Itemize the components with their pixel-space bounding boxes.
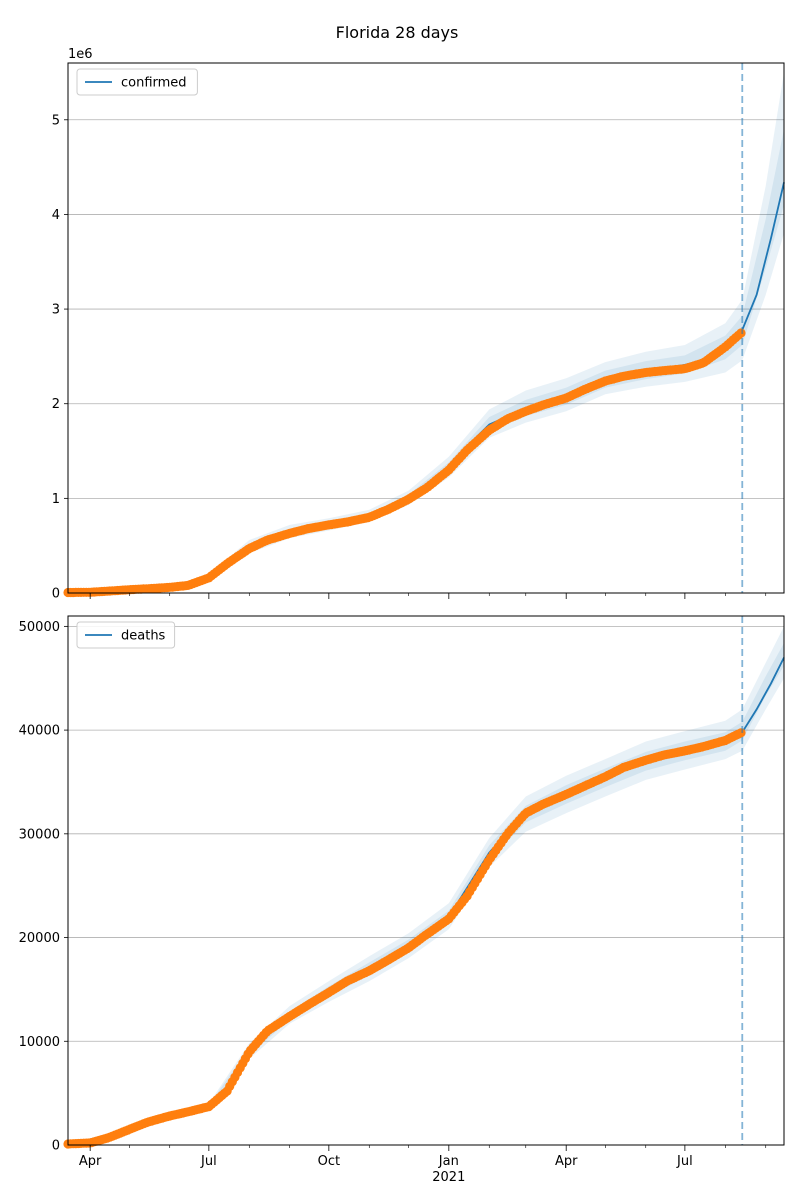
panel-confirmed: 0 1 2 3 4 5 1e6 confirmed — [52, 47, 785, 602]
y-tick-label: 10000 — [19, 1035, 60, 1050]
x-tick-label: Jul — [200, 1154, 217, 1169]
y-tick-label: 30000 — [19, 827, 60, 842]
y-tick-label: 50000 — [19, 620, 60, 635]
y-tick-label: 3 — [52, 303, 60, 318]
x-tick-label: Jul — [676, 1154, 693, 1169]
x-tick-label: Apr — [555, 1154, 578, 1169]
observed-point — [736, 328, 746, 338]
x-tick-label: Oct — [318, 1154, 340, 1169]
observed-point — [736, 728, 746, 738]
y-tick-label: 20000 — [19, 931, 60, 946]
y-tick-label: 1 — [52, 492, 60, 507]
legend-box — [76, 621, 176, 649]
legend-label: confirmed — [121, 76, 187, 91]
y-scale-label: 1e6 — [68, 47, 93, 62]
y-tick-label: 0 — [52, 1139, 60, 1154]
uncertainty-band — [208, 72, 784, 580]
x-tick-label: Jan — [438, 1154, 459, 1169]
x-year-label: 2021 — [432, 1170, 465, 1185]
model-line — [67, 657, 785, 1146]
y-tick-label: 5 — [52, 113, 60, 128]
y-tick-label: 40000 — [19, 724, 60, 739]
legend-box — [76, 68, 198, 96]
y-tick-label: 0 — [52, 587, 60, 602]
figure-title: Florida 28 days — [336, 23, 459, 42]
uncertainty-band — [208, 129, 784, 579]
y-tick-label: 4 — [52, 208, 60, 223]
uncertainty-band — [208, 643, 784, 1109]
axes-frame — [67, 62, 785, 594]
x-tick-label: Apr — [79, 1154, 102, 1169]
legend-label: deaths — [121, 629, 166, 644]
uncertainty-band — [208, 626, 784, 1110]
y-tick-label: 2 — [52, 397, 60, 412]
model-line — [67, 182, 785, 594]
axes-frame — [67, 615, 785, 1146]
panel-deaths: 0 10000 20000 30000 40000 50000 Apr Jul Oct Jan Ap… — [19, 615, 785, 1169]
legend: confirmed — [76, 68, 198, 96]
legend: deaths — [76, 621, 176, 649]
